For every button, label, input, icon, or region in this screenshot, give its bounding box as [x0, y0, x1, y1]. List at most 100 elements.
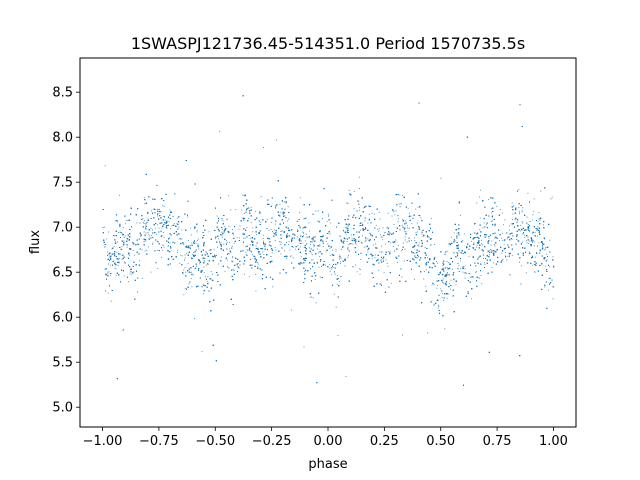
data-point: [528, 242, 529, 244]
data-point: [266, 219, 268, 221]
data-point: [411, 223, 413, 225]
data-point: [152, 243, 154, 245]
data-point: [305, 233, 307, 235]
data-point: [255, 273, 257, 275]
data-point: [301, 242, 303, 244]
data-point: [179, 262, 181, 264]
data-point: [404, 220, 406, 222]
data-point: [421, 233, 423, 235]
data-point: [300, 256, 302, 258]
data-point: [552, 298, 554, 300]
data-point: [494, 237, 496, 239]
data-point: [219, 130, 221, 132]
data-point: [437, 307, 439, 309]
data-point: [113, 246, 115, 248]
data-point: [201, 351, 203, 353]
data-point: [157, 215, 158, 217]
data-point: [183, 269, 185, 271]
data-point: [373, 244, 375, 246]
data-point: [143, 220, 145, 222]
data-point: [436, 261, 437, 262]
data-point: [416, 231, 418, 233]
data-point: [358, 204, 360, 206]
data-point: [208, 231, 210, 233]
data-point: [532, 232, 534, 234]
data-point: [191, 286, 193, 288]
data-point: [539, 218, 541, 219]
data-point: [531, 240, 533, 242]
data-point: [367, 238, 369, 240]
data-point: [114, 267, 116, 269]
data-point: [115, 268, 117, 270]
data-point: [215, 238, 217, 240]
data-point: [401, 276, 403, 278]
data-point: [380, 236, 382, 238]
chart-title: 1SWASPJ121736.45-514351.0 Period 1570735…: [131, 34, 525, 53]
data-point: [329, 233, 331, 235]
data-point: [279, 204, 281, 206]
data-point: [190, 227, 192, 229]
data-point: [163, 246, 165, 248]
data-point: [342, 245, 344, 247]
data-point: [325, 250, 327, 252]
data-point: [178, 226, 180, 228]
data-point: [481, 200, 483, 202]
data-point: [340, 239, 342, 241]
data-point: [171, 225, 173, 226]
data-point: [447, 272, 448, 273]
data-point: [196, 265, 198, 267]
data-point: [252, 231, 254, 233]
data-point: [160, 211, 162, 213]
data-point: [204, 258, 206, 259]
data-point: [199, 263, 201, 265]
data-point: [346, 241, 348, 242]
data-point: [139, 253, 140, 255]
data-point: [117, 265, 119, 267]
data-point: [124, 223, 126, 225]
data-point: [470, 276, 472, 278]
data-point: [537, 235, 538, 237]
data-point: [475, 222, 476, 224]
data-point: [313, 243, 315, 245]
data-point: [464, 268, 466, 270]
data-point: [363, 246, 365, 248]
data-point: [221, 256, 223, 258]
data-point: [480, 275, 482, 276]
data-point: [226, 242, 228, 244]
data-point: [220, 231, 222, 233]
data-point: [359, 207, 361, 209]
data-point: [337, 335, 339, 336]
data-point: [270, 228, 272, 230]
data-point: [269, 245, 271, 246]
data-point: [395, 210, 397, 212]
data-point: [295, 248, 297, 250]
data-point: [176, 217, 178, 219]
data-point: [330, 274, 332, 276]
data-point: [303, 259, 305, 261]
data-point: [326, 221, 328, 222]
data-point: [166, 227, 168, 229]
data-point: [288, 244, 290, 245]
data-point: [314, 279, 316, 280]
data-point: [417, 206, 419, 208]
data-point: [293, 233, 295, 235]
data-point: [287, 206, 289, 208]
data-point: [479, 229, 481, 231]
data-point: [392, 211, 394, 213]
data-point: [405, 232, 407, 234]
data-point: [375, 224, 377, 226]
data-point: [162, 232, 164, 233]
data-point: [367, 249, 369, 251]
data-point: [481, 239, 482, 241]
data-point: [419, 215, 421, 217]
data-point: [219, 242, 221, 244]
data-point: [491, 240, 493, 242]
data-point: [251, 254, 253, 256]
data-point: [374, 257, 376, 259]
data-point: [422, 236, 424, 237]
data-point: [329, 247, 331, 249]
data-point: [372, 254, 374, 256]
data-point: [303, 235, 305, 237]
data-point: [360, 259, 362, 260]
data-point: [268, 229, 270, 231]
